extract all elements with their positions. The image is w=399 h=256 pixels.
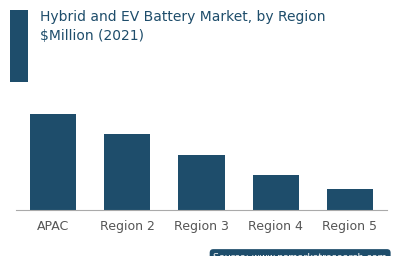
Bar: [178, 155, 225, 210]
Text: Source: www.psmarketresearch.com: Source: www.psmarketresearch.com: [213, 253, 387, 256]
Bar: [253, 175, 299, 210]
Bar: [327, 189, 373, 210]
Text: Hybrid and EV Battery Market, by Region
$Million (2021): Hybrid and EV Battery Market, by Region …: [40, 10, 326, 43]
Bar: [104, 134, 150, 210]
Bar: [30, 114, 76, 210]
